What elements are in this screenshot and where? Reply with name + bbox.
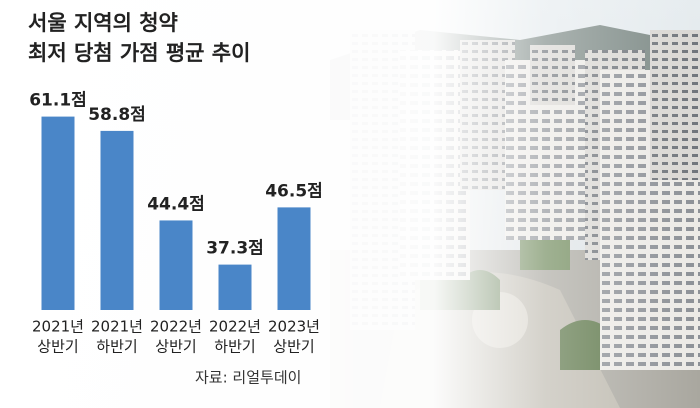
x-tick-label: 2023년 [268, 318, 320, 336]
x-tick-label: 2021년 [32, 318, 84, 336]
x-tick-label: 하반기 [214, 338, 255, 356]
x-tick-label: 2022년 [209, 318, 261, 336]
x-tick-label: 2021년 [91, 318, 143, 336]
bar [277, 207, 311, 310]
data-label: 37.3점 [206, 239, 264, 259]
bar [100, 130, 134, 310]
data-label: 61.1점 [29, 91, 87, 111]
data-label: 44.4점 [147, 194, 205, 214]
data-label: 46.5점 [265, 181, 323, 201]
x-tick-label: 상반기 [273, 338, 314, 356]
x-tick-label: 하반기 [96, 338, 137, 356]
bar [41, 116, 75, 310]
chart-title: 최저 당첨 가점 평균 추이 [28, 41, 250, 65]
x-tick-label: 상반기 [37, 338, 78, 356]
source-note: 자료: 리얼투데이 [195, 369, 301, 387]
x-tick-label: 2022년 [150, 318, 202, 336]
x-tick-label: 상반기 [155, 338, 196, 356]
bar [159, 220, 193, 310]
bar [218, 264, 252, 310]
chart-title: 서울 지역의 청약 [28, 11, 178, 35]
data-label: 58.8점 [88, 105, 146, 125]
